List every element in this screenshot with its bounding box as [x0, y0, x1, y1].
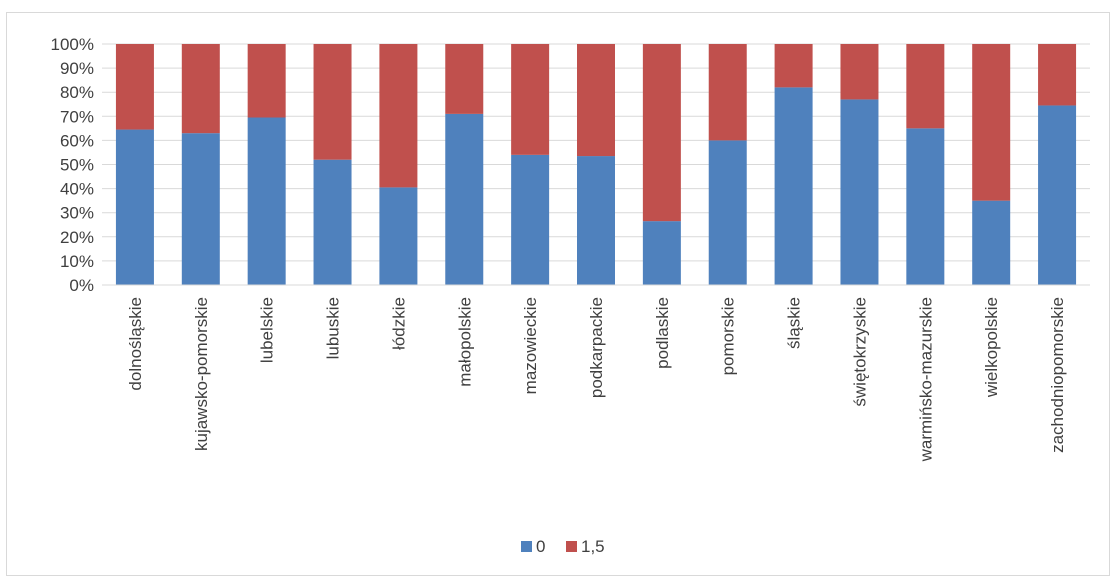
- y-tick-label: 90%: [60, 59, 94, 78]
- bar-series-0: [115, 129, 154, 285]
- y-axis: 0% 10% 20% 30% 40% 50% 60% 70% 80% 90% 100%: [51, 35, 94, 295]
- legend-label: 1,5: [581, 537, 605, 556]
- y-tick-label: 30%: [60, 204, 94, 223]
- y-tick-label: 50%: [60, 156, 94, 175]
- bar-series-0: [511, 154, 550, 285]
- bar-series-0: [972, 200, 1011, 285]
- x-tick-label: mazowieckie: [521, 297, 540, 394]
- x-tick-label: małopolskie: [455, 297, 474, 387]
- bar-series-1: [972, 44, 1011, 201]
- x-tick-label: dolnośląskie: [126, 297, 145, 391]
- bar-series-0: [840, 99, 879, 286]
- x-tick-label: lubelskie: [258, 297, 277, 363]
- y-tick-label: 100%: [51, 35, 94, 54]
- bar-series-1: [1038, 44, 1077, 106]
- bar-series-0: [247, 117, 286, 285]
- x-tick-label: warmińsko-mazurskie: [916, 297, 935, 462]
- y-tick-label: 70%: [60, 107, 94, 126]
- y-tick-label: 40%: [60, 180, 94, 199]
- x-tick-label: świętokrzyskie: [850, 297, 869, 407]
- bar-series-1: [181, 44, 220, 134]
- x-tick-label: śląskie: [785, 297, 804, 349]
- bar-series-1: [379, 44, 418, 188]
- bar-series-0: [708, 140, 747, 285]
- bar-series-1: [840, 44, 879, 100]
- y-tick-label: 60%: [60, 131, 94, 150]
- x-tick-label: kujawsko-pomorskie: [192, 297, 211, 451]
- x-tick-label: łódzkie: [389, 297, 408, 350]
- legend: 0 1,5: [521, 537, 605, 556]
- bar-series-0: [379, 187, 418, 285]
- y-tick-label: 20%: [60, 228, 94, 247]
- x-axis: dolnośląskie kujawsko-pomorskie lubelskie l…: [102, 284, 1090, 462]
- legend-swatch: [566, 541, 577, 552]
- y-tick-label: 10%: [60, 252, 94, 271]
- bar-series-0: [445, 113, 484, 285]
- legend-label: 0: [536, 537, 545, 556]
- bar-series-1: [247, 44, 286, 118]
- bar-series-1: [115, 44, 154, 130]
- bar-series-1: [313, 44, 352, 160]
- bar-series-1: [906, 44, 945, 129]
- y-tick-label: 80%: [60, 83, 94, 102]
- bar-series-0: [181, 133, 220, 285]
- bar-series-0: [1038, 105, 1077, 285]
- bar-series-0: [774, 87, 813, 285]
- bar-series-1: [511, 44, 550, 155]
- x-tick-label: zachodniopomorskie: [1048, 297, 1067, 453]
- bar-series-1: [708, 44, 747, 141]
- bar-series-0: [906, 128, 945, 285]
- bar-series-1: [642, 44, 681, 222]
- x-tick-label: wielkopolskie: [982, 297, 1001, 398]
- x-tick-label: podlaskie: [653, 297, 672, 369]
- bar-series-1: [577, 44, 615, 157]
- x-tick-label: lubuskie: [324, 297, 343, 359]
- legend-swatch: [521, 541, 532, 552]
- x-tick-label: podkarpackie: [587, 297, 606, 398]
- bar-series-1: [445, 44, 484, 114]
- bar-series-1: [774, 44, 813, 88]
- bar-series-0: [642, 221, 681, 285]
- bar-series-0: [313, 159, 352, 285]
- x-tick-label: pomorskie: [719, 297, 738, 375]
- bars: [115, 44, 1077, 286]
- bar-series-0: [577, 156, 615, 285]
- y-tick-label: 0%: [69, 276, 94, 295]
